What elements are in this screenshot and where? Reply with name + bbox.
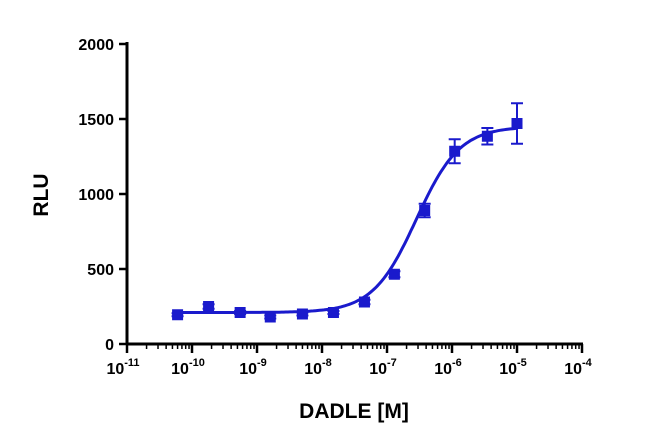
- x-tick-label: 10-5: [499, 357, 527, 378]
- data-point: [481, 130, 493, 142]
- data-point: [172, 309, 184, 321]
- y-tick-label: 500: [87, 262, 114, 279]
- fit-curve: [177, 126, 518, 314]
- plot-layer: [171, 102, 523, 323]
- x-axis: 10-11 10-10 10-9 10-8 10-7 10-6 10-5 10-4: [106, 342, 593, 378]
- x-axis-title: DADLE [M]: [299, 400, 409, 423]
- x-tick-label: 10-8: [304, 357, 332, 378]
- y-tick-label: 0: [105, 337, 114, 354]
- data-point: [358, 296, 370, 308]
- data-point: [234, 307, 246, 318]
- x-tick-label: 10-9: [239, 357, 267, 378]
- x-tick-label: 10-10: [171, 357, 205, 378]
- y-tick-label: 1000: [78, 187, 114, 204]
- data-point: [327, 307, 339, 318]
- x-tick-label: 10-6: [434, 357, 462, 378]
- y-axis: 0 500 1000 1500 2000: [78, 37, 129, 354]
- x-tick-label: 10-11: [106, 357, 139, 378]
- data-point: [388, 268, 400, 280]
- y-tick-label: 1500: [78, 112, 114, 129]
- data-point: [264, 311, 276, 323]
- data-point: [449, 145, 461, 157]
- x-tick-label: 10-7: [369, 357, 397, 378]
- data-point: [296, 308, 308, 320]
- y-axis-title: RLU: [30, 173, 53, 216]
- data-point: [419, 205, 431, 216]
- data-point: [203, 301, 215, 312]
- y-tick-label: 2000: [78, 37, 114, 54]
- data-point: [511, 118, 523, 129]
- x-tick-label: 10-4: [564, 357, 592, 378]
